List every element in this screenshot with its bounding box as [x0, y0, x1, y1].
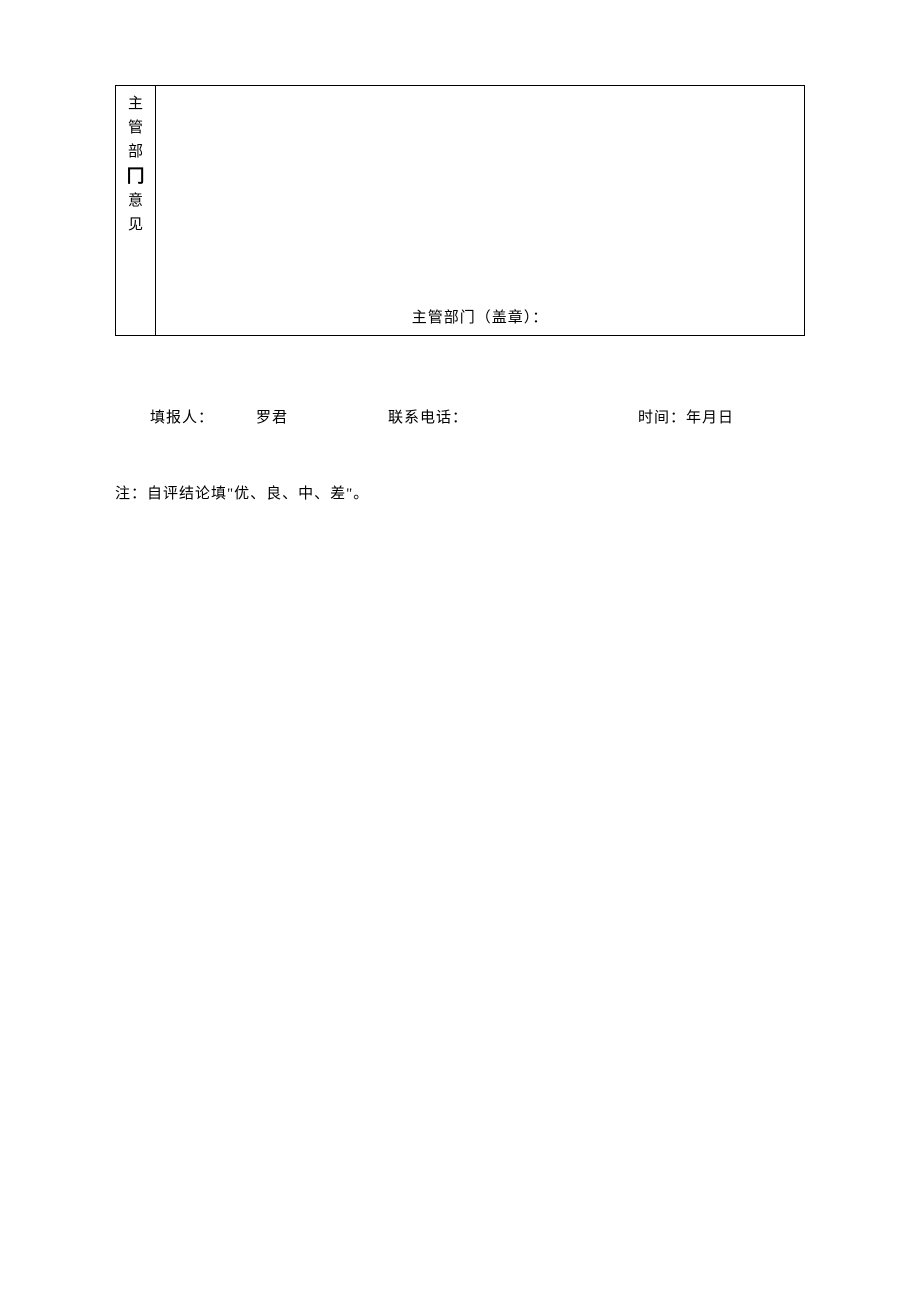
- label-char-special: 冂: [127, 164, 145, 189]
- reporter-label: 填报人：: [150, 406, 214, 427]
- label-char: 部: [128, 140, 143, 164]
- vertical-label: 主 管 部 冂 意 见: [116, 92, 155, 237]
- opinion-content-cell: 主管部门（盖章）：: [156, 86, 805, 336]
- label-char: 意: [128, 189, 143, 213]
- info-row: 填报人： 罗君 联系电话： 时间：年月日: [115, 406, 805, 427]
- page-container: 主 管 部 冂 意 见 主管部门（盖章）： 填报人： 罗君 联系电话： 时间：年…: [0, 0, 920, 503]
- time-label: 时间：年月日: [638, 406, 734, 427]
- seal-line: 主管部门（盖章）：: [156, 306, 804, 327]
- phone-label: 联系电话：: [388, 406, 468, 427]
- note-text: 注：自评结论填"优、良、中、差"。: [115, 482, 805, 503]
- label-char: 主: [128, 92, 143, 116]
- table-row: 主 管 部 冂 意 见 主管部门（盖章）：: [116, 86, 805, 336]
- opinion-table: 主 管 部 冂 意 见 主管部门（盖章）：: [115, 85, 805, 336]
- label-char: 见: [128, 213, 143, 237]
- reporter-name: 罗君: [256, 406, 288, 427]
- label-char: 管: [128, 116, 143, 140]
- opinion-label-cell: 主 管 部 冂 意 见: [116, 86, 156, 336]
